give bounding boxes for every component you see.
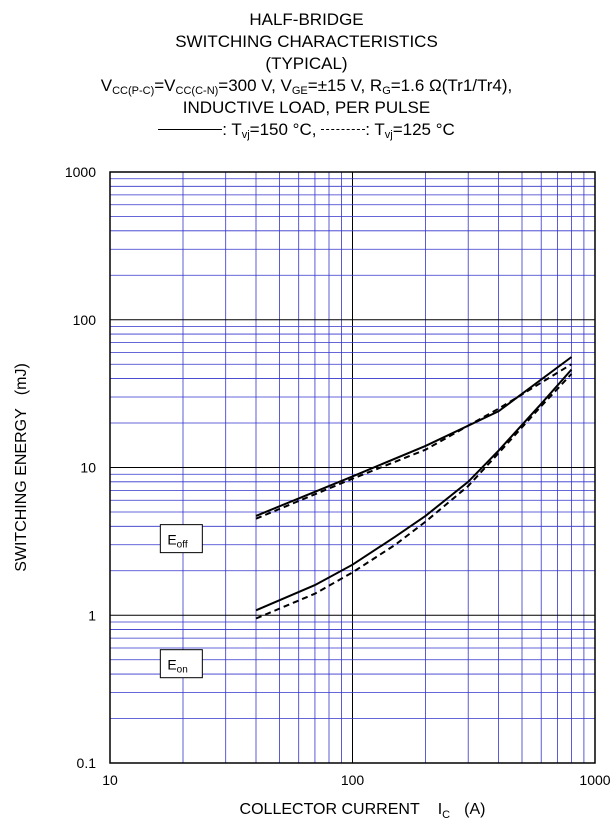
x-tick-label: 10 <box>102 772 118 788</box>
eoff-label-box <box>159 524 203 554</box>
y-tick-label: 1000 <box>65 164 96 180</box>
cond-part: =V <box>154 76 176 95</box>
cond-part: =±15 V, R <box>307 76 383 95</box>
chart-title-line1: HALF-BRIDGE <box>249 10 364 29</box>
grid <box>110 172 595 763</box>
plot-frame <box>109 171 596 764</box>
y-tick-label: 10 <box>80 460 96 476</box>
x-axis-label-unit: (A) <box>464 801 485 818</box>
x-axis-label-symbol: I <box>438 801 442 818</box>
y-tick-label: 1 <box>88 607 96 623</box>
y-axis-label: SWITCHING ENERGY (mJ) <box>13 363 30 572</box>
legend-solid-swatch <box>158 129 223 130</box>
x-axis-label-sub: C <box>442 809 450 821</box>
series-line-eoff-dashed <box>255 363 573 520</box>
legend-dashed-swatch <box>321 129 366 130</box>
eoff-label-main: E <box>167 532 176 548</box>
tick-labels: 10 100 1000 0.1 1 10 100 1000 <box>65 164 611 788</box>
legend-dashed-text: : T <box>365 120 385 139</box>
series-group <box>255 356 573 620</box>
chart-conditions: VCC(P-C)=VCC(C-N)=300 V, VGE=±15 V, RG=1… <box>0 76 613 97</box>
eon-label-sub: on <box>177 665 188 676</box>
eon-label-main: E <box>167 657 176 673</box>
eon-label-box <box>159 649 203 679</box>
eon-label: Eon <box>167 657 187 676</box>
eoff-label: Eoff <box>167 532 188 551</box>
x-axis-label: COLLECTOR CURRENT IC (A) <box>240 801 486 821</box>
legend-dashed-value: =125 °C <box>392 120 455 139</box>
y-tick-label: 100 <box>73 312 97 328</box>
cond-part: =300 V, V <box>218 76 292 95</box>
legend-solid-value: =150 °C, <box>249 120 317 139</box>
cond-part: =1.6 Ω(Tr1/Tr4), <box>390 76 513 95</box>
chart-title-line5: INDUCTIVE LOAD, PER PULSE <box>182 98 431 117</box>
chart-title-line3: (TYPICAL) <box>265 54 348 73</box>
cond-sub: CC(C-N) <box>175 85 219 97</box>
cond-sub: GE <box>291 85 308 97</box>
x-axis-label-main: COLLECTOR CURRENT <box>240 801 420 818</box>
cond-sub: G <box>382 85 391 97</box>
legend-solid-sub: vj <box>241 129 250 141</box>
x-tick-label: 1000 <box>579 772 610 788</box>
series-line-eoff-solid <box>255 356 573 517</box>
eoff-label-sub: off <box>177 540 188 551</box>
chart-title-line2: SWITCHING CHARACTERISTICS <box>175 32 438 51</box>
legend-dashed-sub: vj <box>384 129 393 141</box>
cond-sub: CC(P-C) <box>112 85 155 97</box>
series-line-eon-solid <box>255 368 573 612</box>
cond-part: V <box>100 76 113 95</box>
legend-line: : Tvj=150 °C, : Tvj=125 °C <box>0 120 613 141</box>
x-tick-label: 100 <box>341 772 365 788</box>
y-tick-label: 0.1 <box>77 755 97 771</box>
legend-solid-text: : T <box>222 120 242 139</box>
